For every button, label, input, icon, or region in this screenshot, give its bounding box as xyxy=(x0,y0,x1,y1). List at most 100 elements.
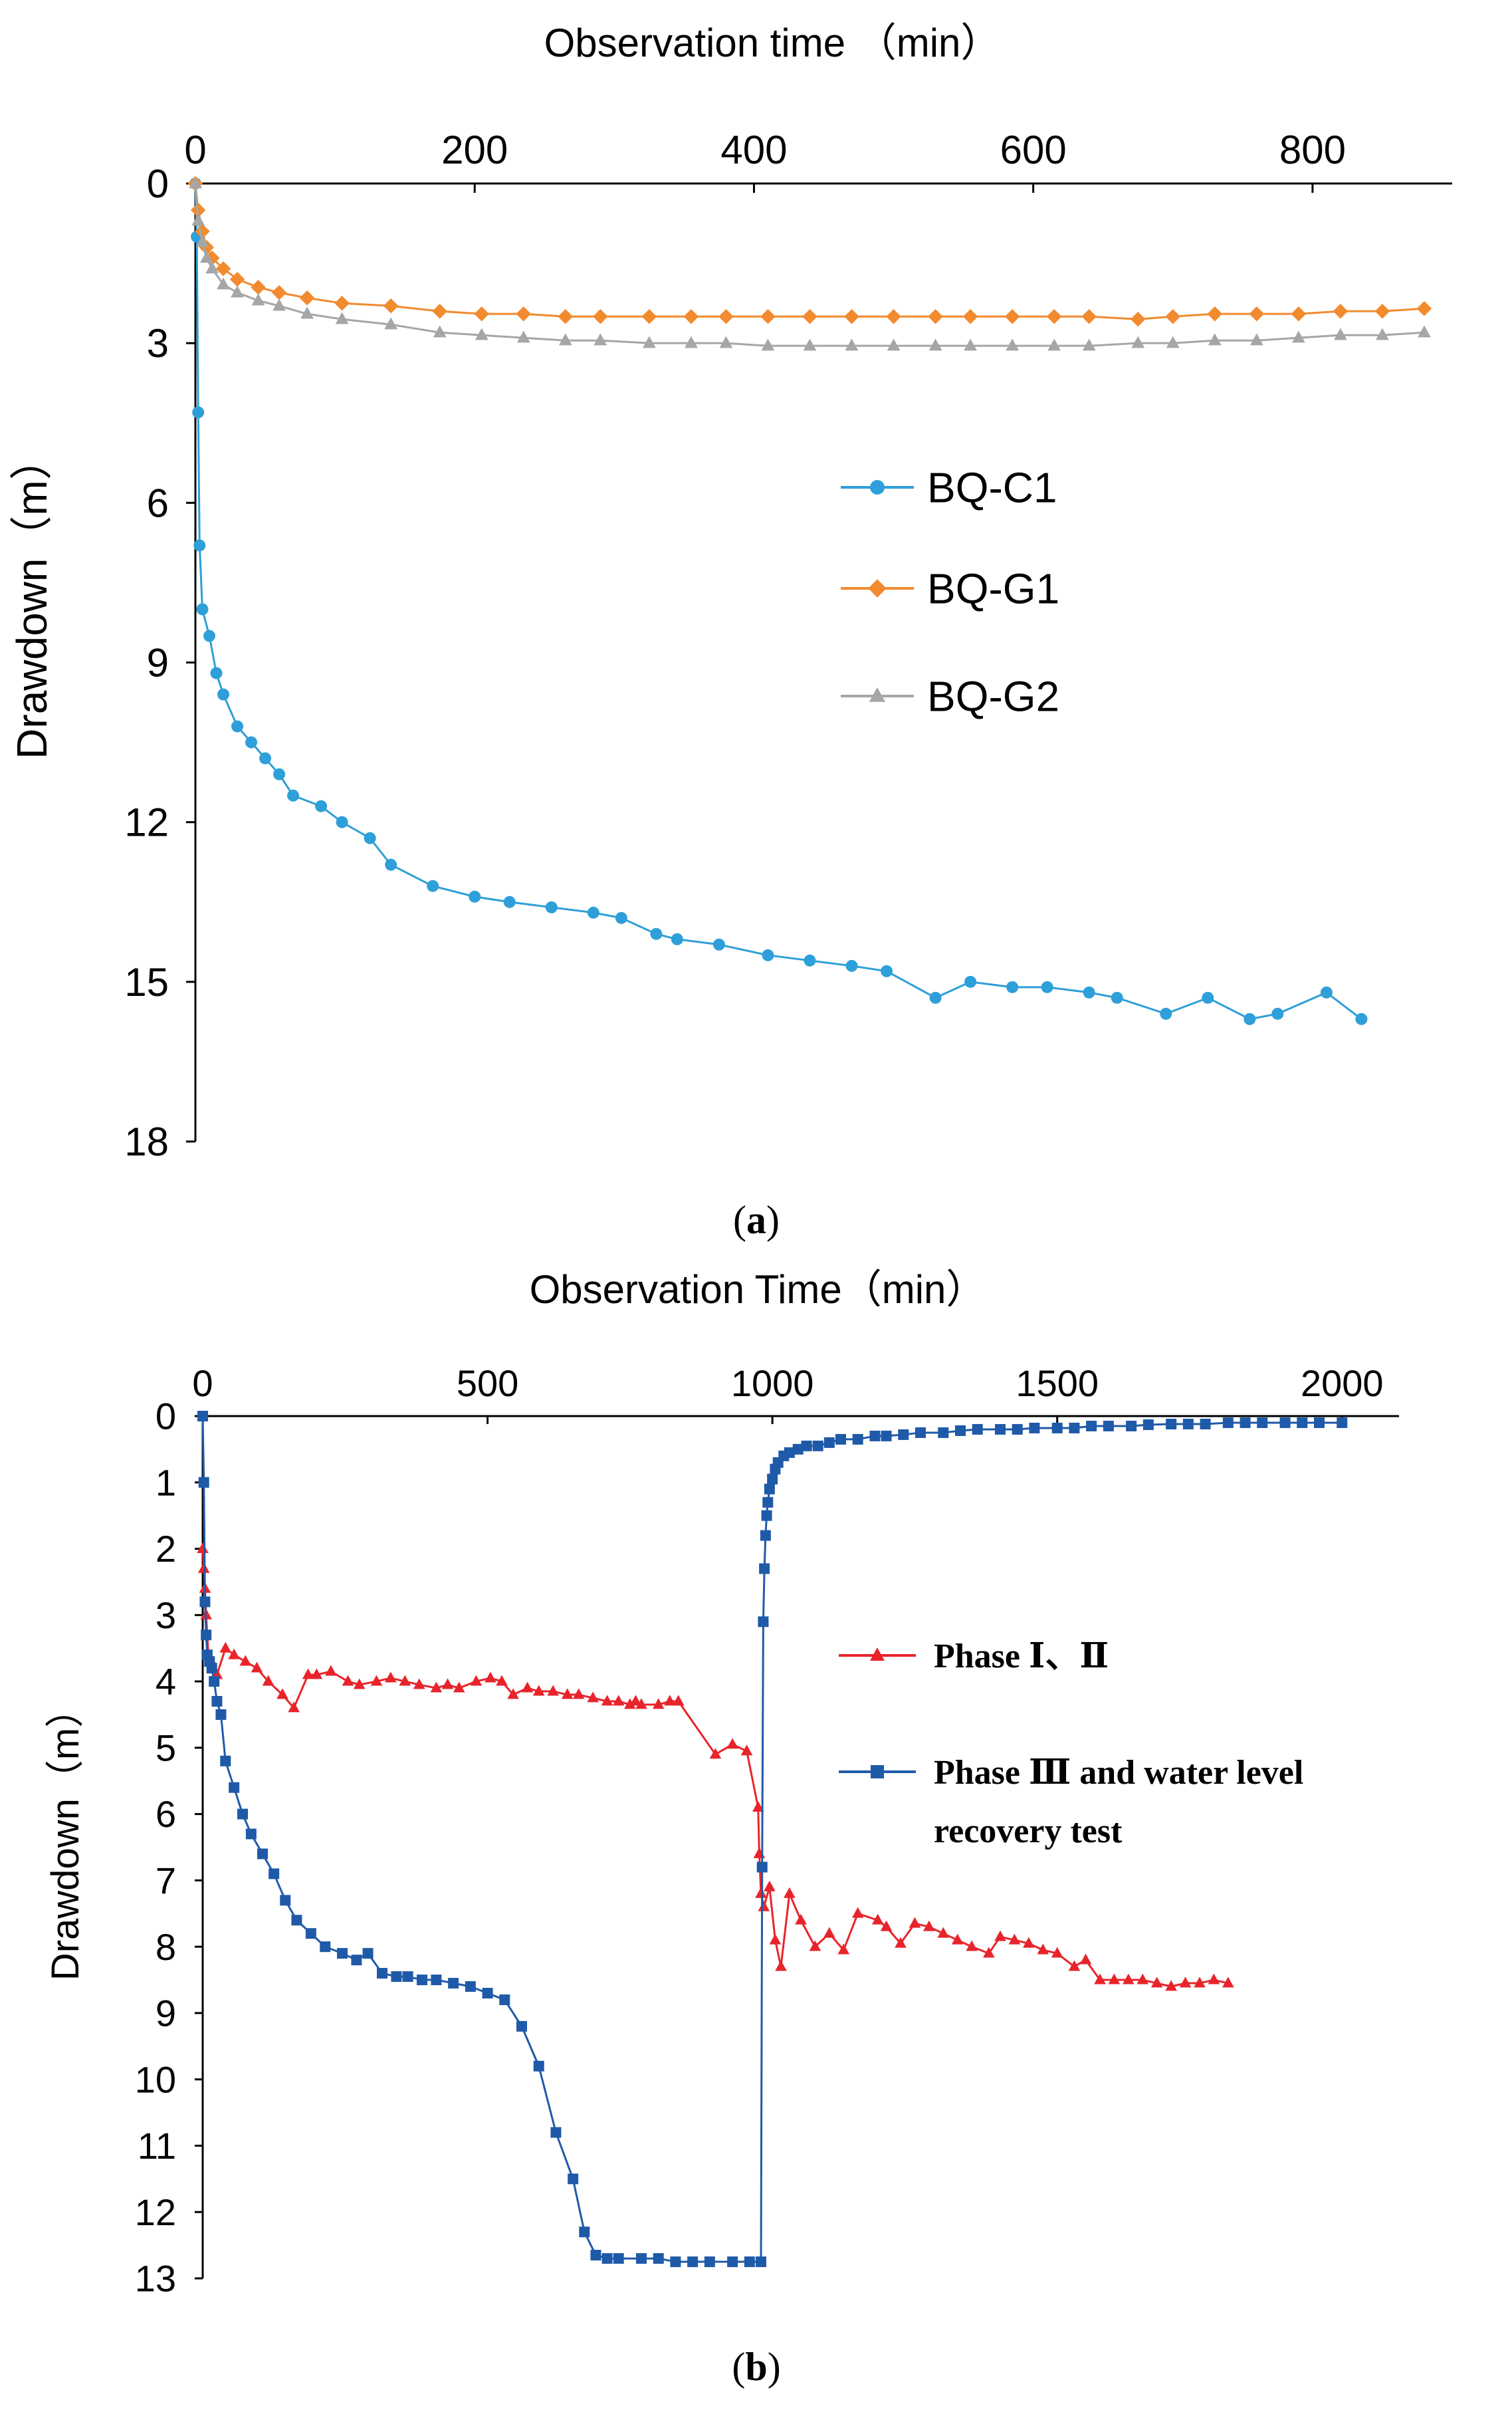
y-tick-label: 6 xyxy=(156,1793,176,1835)
data-point xyxy=(664,1695,676,1706)
data-point xyxy=(593,308,608,324)
data-point xyxy=(1083,986,1095,999)
data-point xyxy=(670,2256,681,2268)
data-point xyxy=(683,308,699,324)
chart-a-y-axis-title: Drawdown（m） xyxy=(8,437,56,759)
data-point xyxy=(334,295,350,311)
data-point xyxy=(521,1681,534,1693)
data-point xyxy=(1029,1422,1040,1433)
chart-b-y-axis-title: Drawdown（m） xyxy=(44,1689,87,1981)
data-point xyxy=(756,1862,768,1873)
data-point xyxy=(1374,303,1390,319)
data-point xyxy=(276,1688,288,1699)
data-point xyxy=(684,336,698,348)
data-point xyxy=(336,816,348,828)
data-point xyxy=(929,991,942,1004)
data-point xyxy=(1243,1013,1256,1025)
data-point xyxy=(1222,1417,1234,1428)
data-point xyxy=(402,1971,413,1983)
data-point xyxy=(1333,303,1349,319)
data-point xyxy=(835,1433,846,1445)
data-point xyxy=(545,901,558,913)
legend-label-line: recovery test xyxy=(934,1812,1123,1850)
y-tick-label: 7 xyxy=(156,1860,176,1901)
legend-marker xyxy=(869,687,886,702)
legend-label-line: BQ-C1 xyxy=(927,463,1057,511)
data-point xyxy=(671,933,683,945)
data-point xyxy=(217,688,230,701)
data-point xyxy=(964,975,977,988)
data-point xyxy=(871,1913,884,1925)
data-point xyxy=(1051,1422,1063,1433)
data-point xyxy=(758,1900,770,1911)
data-point xyxy=(550,2127,562,2138)
data-point xyxy=(764,1483,775,1495)
chart-a-caption-letter: a xyxy=(746,1198,766,1242)
data-point xyxy=(887,338,901,351)
data-point xyxy=(448,1978,459,1989)
data-point xyxy=(802,308,817,324)
data-point xyxy=(784,1447,795,1458)
data-point xyxy=(1297,1417,1308,1428)
data-point xyxy=(881,1430,892,1441)
data-point xyxy=(291,1915,302,1926)
data-point xyxy=(377,1968,387,1979)
data-point xyxy=(430,1681,443,1693)
data-point xyxy=(262,1675,274,1686)
data-point xyxy=(752,1801,764,1812)
data-point xyxy=(760,1530,771,1541)
data-point xyxy=(533,2060,544,2072)
chart-a-x-axis-title: Observation time （min） xyxy=(544,21,1001,65)
data-point xyxy=(823,1437,835,1448)
data-point xyxy=(516,306,532,322)
data-point xyxy=(1165,1980,1177,1991)
data-point xyxy=(718,308,734,324)
data-point xyxy=(217,277,230,290)
series-phase- xyxy=(197,1542,1234,1991)
data-point xyxy=(837,1943,850,1955)
data-point xyxy=(938,1427,949,1438)
y-tick-label: 2 xyxy=(156,1528,176,1570)
data-point xyxy=(210,667,223,679)
data-point xyxy=(209,1676,220,1687)
data-point xyxy=(1046,308,1062,324)
data-point xyxy=(1069,1422,1080,1433)
data-point xyxy=(1249,333,1263,346)
data-point xyxy=(1006,338,1020,351)
data-point xyxy=(1208,333,1222,346)
legend-item: Phase Ⅲ and water level recovery test xyxy=(839,1754,1303,1850)
y-tick-label: 15 xyxy=(124,960,169,1005)
x-tick-label: 2000 xyxy=(1301,1362,1384,1404)
data-point xyxy=(881,965,893,977)
data-point xyxy=(1008,1933,1021,1945)
data-point xyxy=(740,1745,753,1756)
data-point xyxy=(300,306,314,319)
data-point xyxy=(432,303,447,319)
data-point xyxy=(364,832,376,844)
data-point xyxy=(453,1681,465,1693)
data-point xyxy=(485,1671,496,1683)
data-point xyxy=(1023,1937,1035,1948)
data-point xyxy=(579,2227,590,2238)
data-point xyxy=(1165,308,1181,324)
data-point xyxy=(764,1880,776,1891)
legend-item: BQ-G2 xyxy=(841,672,1059,720)
data-point xyxy=(642,336,656,348)
chart-b-caption-close: ) xyxy=(768,2345,781,2389)
data-point xyxy=(385,858,397,871)
series-bq-g2 xyxy=(189,176,1431,351)
data-point xyxy=(1376,328,1389,340)
data-point xyxy=(1012,1423,1023,1435)
data-point xyxy=(1337,1417,1348,1428)
data-point xyxy=(201,1629,212,1641)
data-point xyxy=(197,1411,208,1421)
y-tick-label: 4 xyxy=(156,1661,176,1703)
data-point xyxy=(1202,991,1214,1004)
chart-b-caption-letter: b xyxy=(745,2345,767,2389)
data-point xyxy=(195,235,209,247)
legend-label: BQ-G1 xyxy=(927,564,1059,612)
data-point xyxy=(964,338,978,351)
y-tick-label: 9 xyxy=(156,1992,176,2034)
data-point xyxy=(650,927,663,940)
data-point xyxy=(1320,986,1333,999)
